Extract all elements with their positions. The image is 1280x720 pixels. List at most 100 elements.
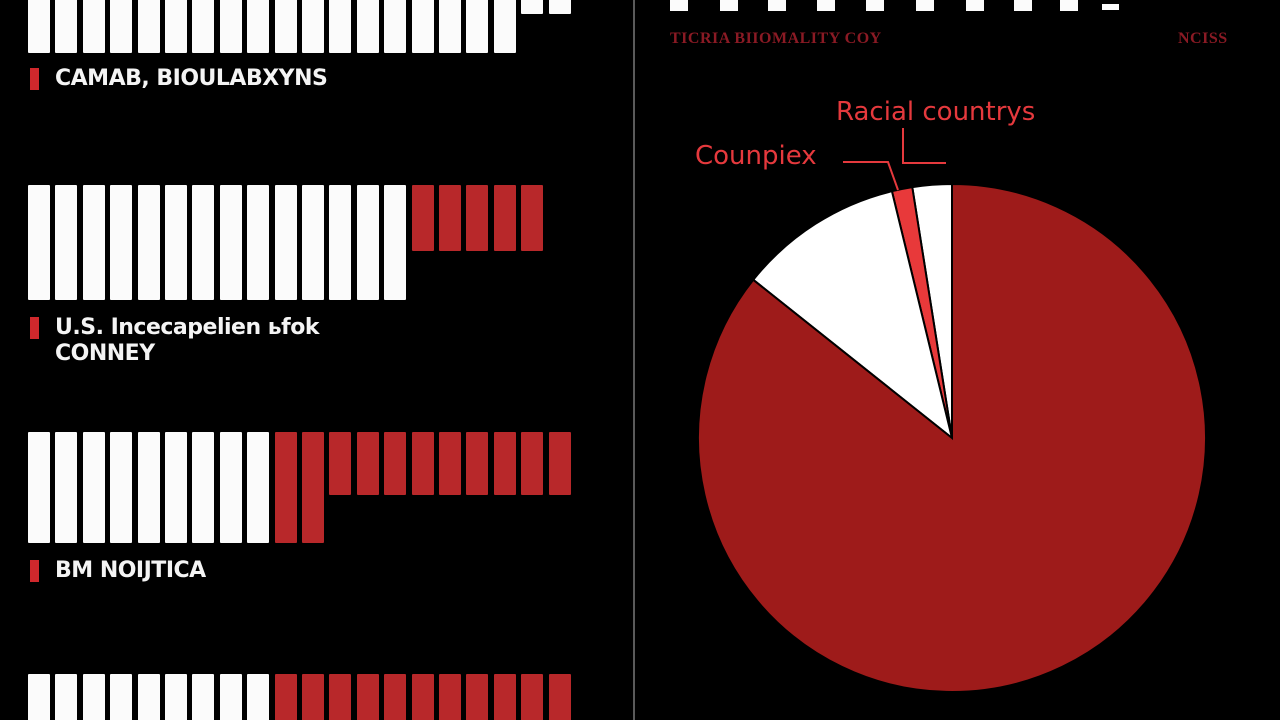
top-marker bbox=[817, 0, 835, 11]
white-unit-bar bbox=[28, 0, 50, 53]
white-unit-bar bbox=[302, 0, 324, 53]
red-unit-bar bbox=[274, 674, 297, 720]
red-unit-bar bbox=[439, 674, 461, 720]
white-unit-bar bbox=[82, 0, 105, 53]
white-unit-bar bbox=[356, 185, 379, 300]
white-unit-bar bbox=[329, 0, 352, 53]
white-unit-bar bbox=[55, 674, 78, 720]
red-unit-bar bbox=[411, 185, 434, 251]
pie-slice-2 bbox=[890, 185, 953, 439]
red-unit-bar bbox=[493, 432, 516, 495]
white-unit-bar bbox=[137, 432, 160, 543]
legend-swatch bbox=[30, 68, 39, 90]
pie-slice-3 bbox=[751, 189, 954, 441]
white-unit-bar bbox=[165, 185, 187, 300]
white-unit-bar bbox=[137, 674, 160, 720]
white-unit-bar bbox=[55, 0, 78, 53]
white-unit-bar bbox=[274, 185, 297, 300]
legend-swatch bbox=[30, 560, 39, 582]
white-unit-bar bbox=[28, 432, 50, 543]
legend-label: CAMAB, BIOULABXYNS bbox=[55, 66, 328, 91]
red-unit-bar bbox=[411, 674, 434, 720]
white-unit-bar bbox=[28, 185, 50, 300]
top-marker bbox=[670, 0, 688, 11]
white-unit-bar bbox=[219, 432, 242, 543]
pie-slice-1 bbox=[911, 182, 953, 439]
white-unit-bar bbox=[219, 674, 242, 720]
red-unit-bar bbox=[274, 432, 297, 543]
red-unit-bar bbox=[493, 674, 516, 720]
legend-swatch bbox=[30, 317, 39, 339]
white-unit-bar bbox=[110, 185, 133, 300]
white-unit-bar bbox=[493, 0, 516, 53]
white-unit-bar bbox=[302, 185, 324, 300]
white-unit-bar bbox=[165, 0, 187, 53]
white-unit-bar bbox=[82, 674, 105, 720]
red-unit-bar bbox=[466, 674, 489, 720]
white-unit-bar bbox=[548, 0, 571, 14]
red-unit-bar bbox=[521, 185, 544, 251]
white-unit-bar bbox=[411, 0, 434, 53]
top-marker bbox=[768, 0, 786, 11]
red-unit-bar bbox=[329, 674, 352, 720]
white-unit-bar bbox=[247, 0, 270, 53]
red-unit-bar bbox=[439, 432, 461, 495]
red-unit-bar bbox=[356, 432, 379, 495]
complex-leader-line bbox=[843, 161, 899, 191]
top-marker bbox=[720, 0, 738, 11]
red-unit-bar bbox=[411, 432, 434, 495]
white-unit-bar bbox=[82, 185, 105, 300]
legend-label: U.S. Incecapelien ьfok CONNEY bbox=[55, 315, 320, 366]
white-unit-bar bbox=[219, 185, 242, 300]
pie-slice-4 bbox=[697, 182, 1207, 693]
white-unit-bar bbox=[137, 0, 160, 53]
white-unit-bar bbox=[329, 185, 352, 300]
white-unit-bar bbox=[110, 0, 133, 53]
legend-label: BM NOIJTICA bbox=[55, 558, 206, 583]
red-unit-bar bbox=[356, 674, 379, 720]
white-unit-bar bbox=[192, 432, 215, 543]
white-unit-bar bbox=[110, 674, 133, 720]
white-unit-bar bbox=[247, 185, 270, 300]
pie-slices bbox=[697, 182, 1207, 693]
legend-item-2: U.S. Incecapelien ьfok CONNEY bbox=[30, 315, 320, 367]
panel-divider bbox=[633, 0, 635, 720]
white-unit-bar bbox=[356, 0, 379, 53]
red-unit-bar bbox=[384, 432, 407, 495]
callout-racial-countrys: Racial countrys bbox=[836, 97, 1036, 127]
pie-chart-title: TICRIA BIIOMALITY COY bbox=[670, 30, 882, 47]
white-unit-bar bbox=[384, 185, 407, 300]
pie-chart-subtitle: NCISS bbox=[1178, 30, 1228, 47]
legend-item-1: CAMAB, BIOULABXYNS bbox=[30, 66, 328, 92]
white-unit-bar bbox=[28, 674, 50, 720]
red-unit-bar bbox=[548, 432, 571, 495]
white-unit-bar bbox=[219, 0, 242, 53]
top-marker bbox=[866, 0, 884, 11]
red-unit-bar bbox=[548, 674, 571, 720]
white-unit-bar bbox=[192, 0, 215, 53]
white-unit-bar bbox=[439, 0, 461, 53]
white-unit-bar bbox=[110, 432, 133, 543]
red-unit-bar bbox=[302, 432, 324, 543]
white-unit-bar bbox=[165, 432, 187, 543]
white-unit-bar bbox=[192, 185, 215, 300]
white-unit-bar bbox=[247, 674, 270, 720]
white-unit-bar bbox=[55, 185, 78, 300]
white-unit-bar bbox=[274, 0, 297, 53]
white-unit-bar bbox=[82, 432, 105, 543]
white-unit-bar bbox=[165, 674, 187, 720]
top-marker bbox=[966, 0, 984, 11]
top-marker bbox=[1060, 0, 1078, 11]
legend-item-3: BM NOIJTICA bbox=[30, 558, 206, 584]
white-unit-bar bbox=[55, 432, 78, 543]
white-unit-bar bbox=[384, 0, 407, 53]
red-unit-bar bbox=[439, 185, 461, 251]
red-unit-bar bbox=[521, 674, 544, 720]
red-unit-bar bbox=[466, 185, 489, 251]
red-unit-bar bbox=[384, 674, 407, 720]
white-unit-bar bbox=[247, 432, 270, 543]
red-unit-bar bbox=[466, 432, 489, 495]
top-marker bbox=[1014, 0, 1032, 11]
white-unit-bar bbox=[466, 0, 489, 53]
red-unit-bar bbox=[493, 185, 516, 251]
